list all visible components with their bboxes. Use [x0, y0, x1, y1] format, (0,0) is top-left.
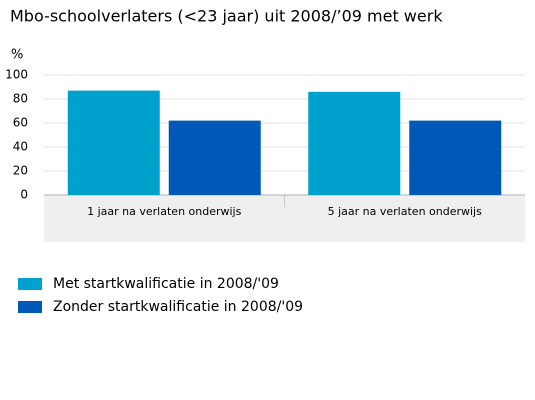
y-tick-label: 0 [20, 188, 28, 202]
bar [409, 120, 502, 195]
chart-title: Mbo-schoolverlaters (<23 jaar) uit 2008/… [10, 7, 443, 26]
y-tick-label: 80 [13, 92, 28, 106]
legend-swatch [18, 278, 42, 290]
y-tick-label: 100 [5, 68, 28, 82]
x-tick-label: 1 jaar na verlaten onderwijs [87, 205, 241, 218]
bar [67, 90, 160, 195]
y-axis-label: % [11, 48, 23, 63]
bar [168, 120, 261, 195]
legend-swatch [18, 301, 42, 313]
legend-label: Zonder startkwalificatie in 2008/'09 [53, 299, 303, 315]
legend-label: Met startkwalificatie in 2008/'09 [53, 276, 279, 292]
y-tick-label: 20 [13, 164, 28, 178]
y-tick-label: 60 [13, 116, 28, 130]
x-tick-label: 5 jaar na verlaten onderwijs [328, 205, 482, 218]
bar [308, 91, 401, 195]
y-tick-label: 40 [13, 140, 28, 154]
